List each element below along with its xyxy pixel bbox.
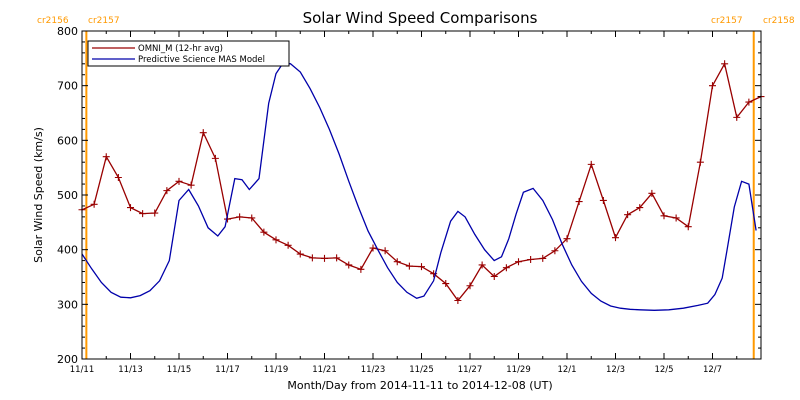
data-point-omni — [478, 261, 486, 269]
data-point-omni — [272, 236, 280, 244]
data-point-omni — [648, 189, 656, 197]
data-point-omni — [660, 212, 668, 220]
carrington-label-left-end: cr2157 — [88, 16, 120, 26]
data-point-omni — [696, 158, 704, 166]
data-point-omni — [284, 241, 292, 249]
data-point-omni — [199, 129, 207, 137]
data-point-omni — [151, 209, 159, 217]
x-tick-label: 12/5 — [654, 365, 673, 375]
y-tick-label: 700 — [57, 80, 78, 93]
data-point-omni — [612, 234, 619, 242]
data-point-omni — [442, 280, 450, 288]
y-tick-label: 800 — [57, 25, 78, 38]
data-point-omni — [308, 254, 316, 262]
data-point-omni — [551, 247, 559, 255]
data-point-omni — [502, 264, 510, 272]
x-tick-label: 11/21 — [312, 365, 337, 375]
plot-frame — [81, 30, 762, 360]
data-point-omni — [454, 297, 462, 305]
carrington-label-right-end: cr2158 — [763, 16, 795, 26]
data-point-omni — [684, 223, 692, 231]
data-point-omni — [709, 82, 716, 90]
data-point-omni — [563, 235, 571, 243]
data-point-omni — [333, 254, 341, 262]
data-point-omni — [187, 181, 195, 189]
x-tick-label: 11/17 — [215, 365, 240, 375]
data-point-omni — [211, 154, 219, 162]
x-tick-label: 12/3 — [606, 365, 625, 375]
x-tick-label: 11/11 — [70, 365, 95, 375]
data-point-omni — [539, 254, 547, 262]
series-line-mas — [81, 61, 757, 311]
y-tick-label: 600 — [57, 134, 78, 147]
x-tick-label: 11/13 — [118, 365, 143, 375]
x-tick-label: 11/29 — [506, 365, 531, 375]
legend-label-omni: OMNI_M (12-hr avg) — [138, 44, 223, 54]
legend: OMNI_M (12-hr avg) Predictive Science MA… — [87, 40, 290, 67]
legend-box — [87, 40, 290, 67]
data-point-omni — [175, 177, 183, 185]
x-tick-label: 11/25 — [409, 365, 434, 375]
carrington-label-right-start: cr2157 — [711, 16, 743, 26]
data-point-omni — [163, 187, 171, 195]
x-tick-label: 11/15 — [167, 365, 192, 375]
x-tick-label: 12/1 — [557, 365, 576, 375]
data-point-omni — [139, 210, 147, 218]
data-point-omni — [733, 113, 741, 121]
data-point-omni — [260, 228, 268, 236]
data-point-omni — [418, 263, 425, 271]
carrington-label-left-start: cr2156 — [37, 16, 69, 26]
data-point-omni — [345, 261, 353, 269]
x-tick-label: 11/27 — [458, 365, 483, 375]
x-axis-label: Month/Day from 2014-11-11 to 2014-12-08 … — [287, 379, 552, 392]
data-point-omni — [102, 153, 110, 161]
data-point-omni — [369, 244, 377, 252]
data-point-omni — [248, 214, 256, 222]
data-point-omni — [490, 272, 498, 280]
data-point-omni — [381, 247, 389, 255]
data-point-omni — [296, 250, 304, 258]
x-tick-label: 11/19 — [264, 365, 289, 375]
data-point-omni — [636, 204, 644, 212]
data-point-omni — [575, 198, 583, 206]
data-point-omni — [587, 160, 595, 168]
x-tick-label: 11/23 — [361, 365, 386, 375]
data-point-omni — [721, 60, 729, 68]
data-point-omni — [114, 174, 122, 182]
data-point-omni — [515, 258, 522, 266]
chart-title: Solar Wind Speed Comparisons — [303, 9, 538, 27]
y-axis-label: Solar Wind Speed (km/s) — [32, 127, 45, 263]
legend-label-mas: Predictive Science MAS Model — [138, 55, 265, 65]
x-tick-label: 12/7 — [703, 365, 722, 375]
data-point-omni — [393, 258, 401, 266]
data-point-omni — [672, 214, 680, 222]
data-point-omni — [624, 211, 632, 219]
data-point-omni — [127, 204, 134, 212]
data-point-omni — [466, 282, 474, 290]
data-point-omni — [745, 98, 753, 106]
y-tick-label: 200 — [57, 353, 78, 366]
data-point-omni — [527, 256, 535, 264]
data-point-omni — [90, 200, 98, 208]
data-point-omni — [405, 262, 413, 270]
y-tick-label: 400 — [57, 244, 78, 257]
data-point-omni — [357, 265, 365, 273]
y-tick-label: 500 — [57, 189, 78, 202]
y-tick-label: 300 — [57, 298, 78, 311]
data-point-omni — [599, 196, 607, 204]
data-point-omni — [236, 213, 244, 221]
data-point-omni — [321, 254, 328, 262]
